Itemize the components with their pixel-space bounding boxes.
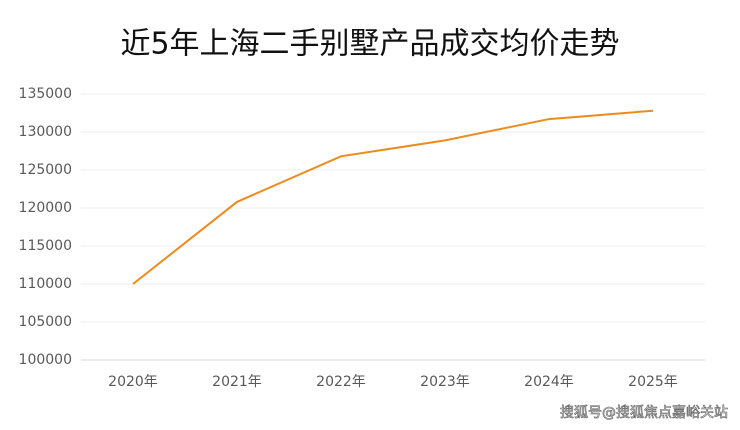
y-tick-label: 135000 — [19, 86, 72, 102]
y-tick-label: 115000 — [19, 238, 72, 254]
x-tick-label: 2023年 — [420, 374, 470, 390]
y-tick-label: 125000 — [19, 162, 72, 178]
x-tick-label: 2024年 — [524, 374, 574, 390]
x-tick-label: 2020年 — [108, 374, 158, 390]
data-line — [132, 109, 654, 285]
y-tick-label: 100000 — [19, 352, 72, 368]
x-tick-label: 2021年 — [212, 374, 262, 390]
y-tick-label: 120000 — [19, 200, 72, 216]
y-tick-label: 105000 — [19, 314, 72, 330]
x-tick-label: 2022年 — [316, 374, 366, 390]
watermark: 搜狐号@搜狐焦点嘉峪关站 — [560, 405, 728, 421]
chart-title: 近5年上海二手别墅产品成交均价走势 — [120, 27, 619, 62]
x-tick-label: 2025年 — [628, 374, 678, 390]
y-tick-label: 110000 — [19, 276, 72, 292]
y-tick-label: 130000 — [19, 124, 72, 140]
